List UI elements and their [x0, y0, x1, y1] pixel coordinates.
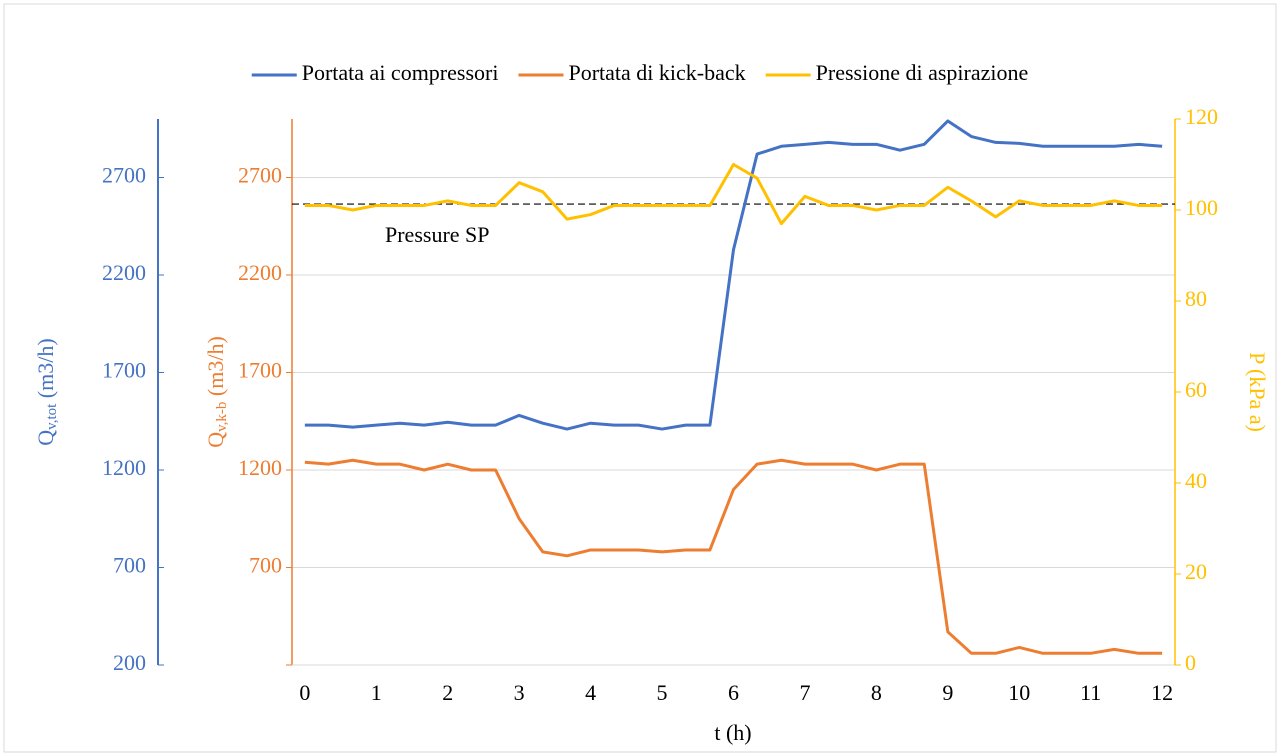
x-tick-label: 9 — [942, 680, 953, 705]
y3-axis-title: P (kPa a) — [1245, 352, 1270, 432]
series-line — [304, 119, 1163, 431]
y3-tick-label: 0 — [1185, 650, 1196, 675]
legend-label: Portata di kick-back — [568, 60, 745, 85]
y-title-sub: v,tot — [44, 403, 60, 430]
x-tick-label: 3 — [514, 680, 525, 705]
y3-tick-label: 40 — [1185, 468, 1207, 493]
x-tick-label: 10 — [1008, 680, 1030, 705]
chart-frame — [3, 3, 1277, 753]
x-tick-label: 6 — [728, 680, 739, 705]
y3-tick-label: 100 — [1185, 195, 1218, 220]
x-tick-label: 7 — [799, 680, 810, 705]
y2-axis-title: Qv,k-b (m3/h) — [203, 336, 230, 448]
y-title-main: Q — [33, 430, 58, 446]
legend: Portata ai compressori Portata di kick-ba… — [251, 60, 1029, 85]
y2-title-main: Q — [203, 432, 228, 448]
y2-title-sub: v,k-b — [214, 402, 230, 432]
legend-label: Portata ai compressori — [302, 60, 499, 85]
y-axis-title: Qv,tot (m3/h) — [33, 338, 60, 445]
x-tick-label: 8 — [871, 680, 882, 705]
x-tick-label: 0 — [299, 680, 310, 705]
x-tick-label: 12 — [1151, 680, 1173, 705]
y2-tick-label: 700 — [249, 553, 282, 578]
y3-tick-label: 20 — [1185, 559, 1207, 584]
y-tick-label: 200 — [113, 650, 146, 675]
x-tick-label: 4 — [585, 680, 596, 705]
series-line — [304, 163, 1163, 226]
y-title-rest: (m3/h) — [33, 338, 58, 403]
y2-tick-label: 1200 — [238, 455, 282, 480]
series-line — [304, 458, 1163, 655]
y2-tick-label: 2700 — [238, 163, 282, 188]
y-tick-label: 700 — [113, 553, 146, 578]
reference-label: Pressure SP — [385, 222, 490, 247]
y3-tick-label: 80 — [1185, 286, 1207, 311]
x-axis-title: t (h) — [714, 720, 751, 745]
x-tick-label: 5 — [657, 680, 668, 705]
y2-tick-label: 1700 — [238, 358, 282, 383]
y-tick-label: 2700 — [102, 163, 146, 188]
legend-label: Pressione di aspirazione — [816, 60, 1029, 85]
y-tick-label: 2200 — [102, 260, 146, 285]
y2-tick-label: 2200 — [238, 260, 282, 285]
x-tick-label: 11 — [1080, 680, 1101, 705]
x-tick-label: 2 — [442, 680, 453, 705]
y-tick-label: 1700 — [102, 358, 146, 383]
x-tick-label: 1 — [371, 680, 382, 705]
y2-title-rest: (m3/h) — [203, 336, 228, 401]
y3-tick-label: 60 — [1185, 377, 1207, 402]
y-tick-label: 1200 — [102, 455, 146, 480]
y3-tick-label: 120 — [1185, 104, 1218, 129]
